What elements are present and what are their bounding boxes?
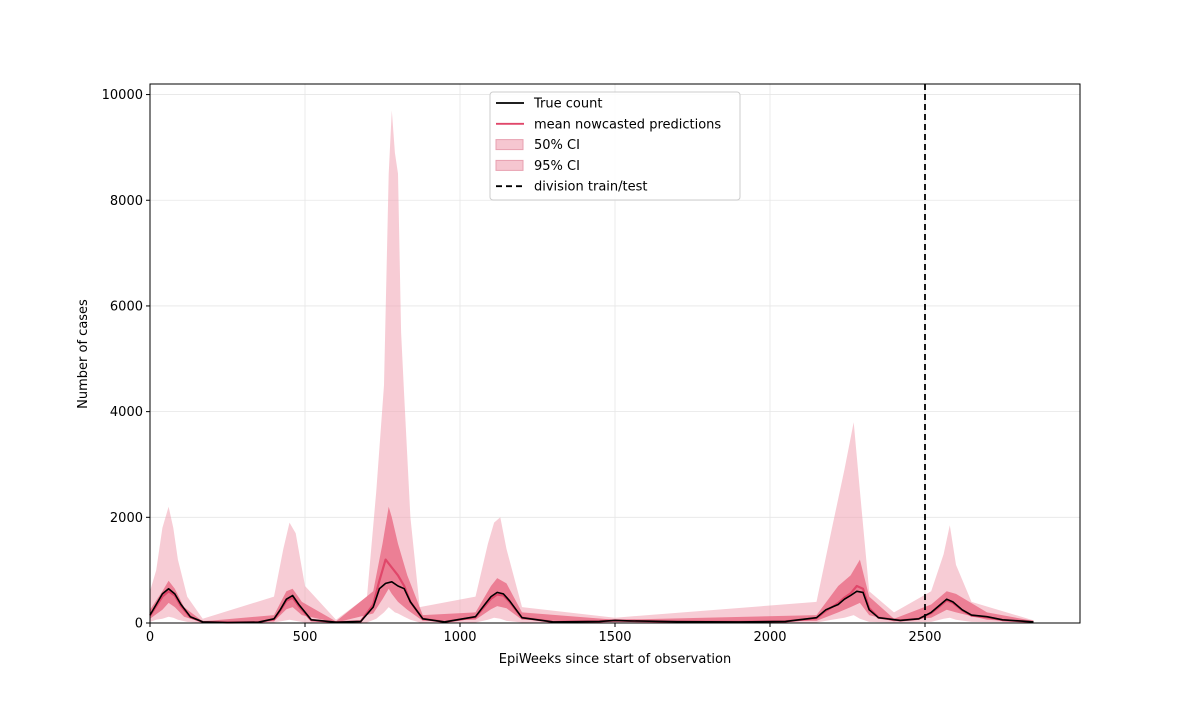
x-tick-label: 500 [293,630,318,645]
x-tick-label: 0 [146,630,154,645]
legend-label: mean nowcasted predictions [534,117,721,132]
ci-95-band [150,110,1034,623]
legend-swatch [495,139,524,151]
x-tick-label: 2500 [908,630,941,645]
x-axis-label: EpiWeeks since start of observation [499,652,731,667]
x-axis-ticks: 0 500 1000 1500 2000 2500 [146,623,942,645]
legend-label: 95% CI [534,159,580,174]
legend-box [489,91,741,201]
y-axis-label: Number of cases [76,299,91,409]
y-tick-label: 2000 [110,511,143,526]
x-tick-label: 1000 [443,630,476,645]
x-tick-label: 1500 [598,630,631,645]
y-axis-ticks: 0 2000 4000 6000 8000 10000 [102,88,150,632]
legend-label: 50% CI [534,138,580,153]
y-tick-label: 4000 [110,405,143,420]
legend-label: True count [533,97,602,112]
ci-50-band [150,506,1034,623]
legend-swatch [495,159,524,171]
x-tick-label: 2000 [753,630,786,645]
y-tick-label: 10000 [102,88,143,103]
y-tick-label: 0 [135,617,143,632]
ci-95-area [150,110,1034,623]
y-tick-label: 6000 [110,299,143,314]
legend: True count mean nowcasted predictions 50% … [489,91,741,201]
ci-50-area [150,506,1034,623]
series-true-count [149,580,1034,624]
y-tick-label: 8000 [110,194,143,209]
series-lines [149,558,1034,624]
legend-label: division train/test [534,180,647,195]
